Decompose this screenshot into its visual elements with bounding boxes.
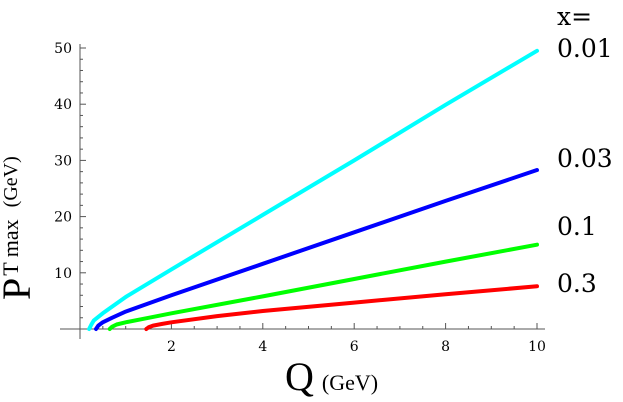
series-label-0.3: 0.3	[557, 269, 597, 298]
x-tick-label: 8	[441, 339, 450, 355]
y-tick-label: 50	[54, 41, 72, 57]
legend-header: x=	[557, 2, 592, 31]
x-tick-label: 10	[528, 339, 546, 355]
x-tick-label: 4	[258, 339, 267, 355]
series-label-0.01: 0.01	[557, 34, 613, 63]
y-axis-label-sub: T max	[0, 219, 23, 275]
series-line-0.03	[94, 168, 539, 331]
x-axis-label: Q (GeV)	[285, 354, 378, 399]
series-line-0.01	[87, 48, 539, 331]
y-tick-label: 10	[54, 266, 72, 282]
plot-area: 2 4 6 8 10 10 20 30 40 50 0.01 0.03 0.1 0.3	[54, 34, 613, 355]
y-tick-label: 30	[54, 153, 72, 169]
series-line-0.1	[107, 242, 539, 331]
x-tick-label: 2	[167, 339, 176, 355]
y-axis-label-unit: (GeV)	[0, 156, 22, 207]
x-tick-label: 6	[350, 339, 359, 355]
y-axis-label-main: P	[0, 278, 39, 300]
y-axis-label: P T max (GeV)	[0, 156, 39, 300]
series-label-0.03: 0.03	[557, 144, 613, 173]
x-axis-label-unit: (GeV)	[322, 370, 378, 395]
y-tick-label: 20	[54, 210, 72, 226]
y-tick-label: 40	[54, 97, 72, 113]
series-line-0.3	[144, 284, 539, 331]
series-label-0.1: 0.1	[557, 212, 597, 241]
x-axis-label-main: Q	[285, 354, 314, 399]
